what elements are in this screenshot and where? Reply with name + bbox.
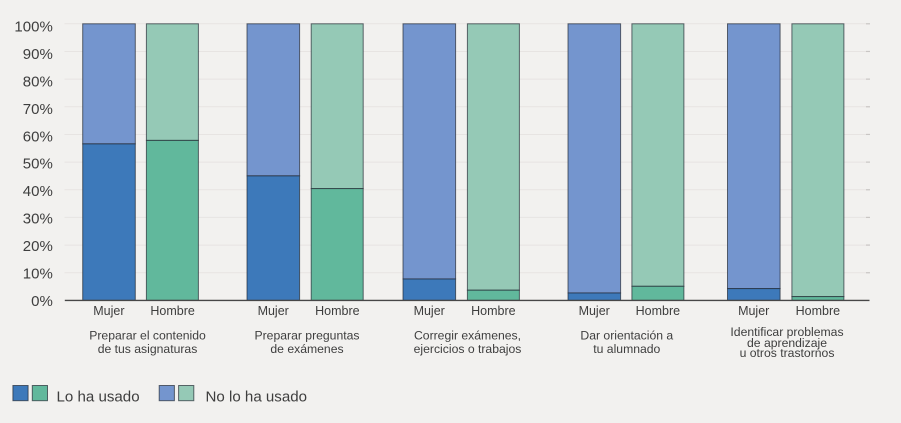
svg-text:tu alumnado: tu alumnado [593,342,660,356]
svg-text:80%: 80% [23,73,53,90]
svg-text:ejercicios o trabajos: ejercicios o trabajos [414,342,522,356]
svg-text:70%: 70% [23,101,53,118]
svg-text:Mujer: Mujer [579,304,610,318]
svg-text:Preparar preguntas: Preparar preguntas [254,328,359,342]
svg-text:Mujer: Mujer [93,304,124,318]
svg-text:de exámenes: de exámenes [270,342,343,356]
svg-text:Hombre: Hombre [315,304,360,318]
svg-text:Mujer: Mujer [258,304,289,318]
svg-text:30%: 30% [23,211,53,228]
svg-text:Hombre: Hombre [471,304,516,318]
svg-text:Hombre: Hombre [150,304,195,318]
svg-text:60%: 60% [23,128,53,145]
svg-text:No lo ha usado: No lo ha usado [206,389,308,406]
svg-text:Mujer: Mujer [738,304,769,318]
svg-text:Hombre: Hombre [636,304,681,318]
svg-text:90%: 90% [23,46,53,63]
svg-text:de tus asignaturas: de tus asignaturas [98,342,198,356]
svg-text:Lo ha usado: Lo ha usado [57,389,140,406]
svg-text:Hombre: Hombre [796,304,841,318]
svg-text:Identificar problemas: Identificar problemas [730,325,843,339]
svg-text:20%: 20% [23,238,53,255]
svg-text:50%: 50% [23,156,53,173]
svg-text:Dar orientación a: Dar orientación a [580,328,673,342]
svg-text:100%: 100% [14,19,52,36]
svg-text:Preparar el contenido: Preparar el contenido [89,328,206,342]
svg-text:0%: 0% [31,293,53,310]
svg-text:40%: 40% [23,183,53,200]
svg-text:Mujer: Mujer [414,304,445,318]
svg-text:Corregir exámenes,: Corregir exámenes, [414,328,521,342]
svg-text:10%: 10% [23,265,53,282]
svg-text:u otros trastornos: u otros trastornos [740,346,835,360]
svg-text:de aprendizaje: de aprendizaje [747,336,827,350]
